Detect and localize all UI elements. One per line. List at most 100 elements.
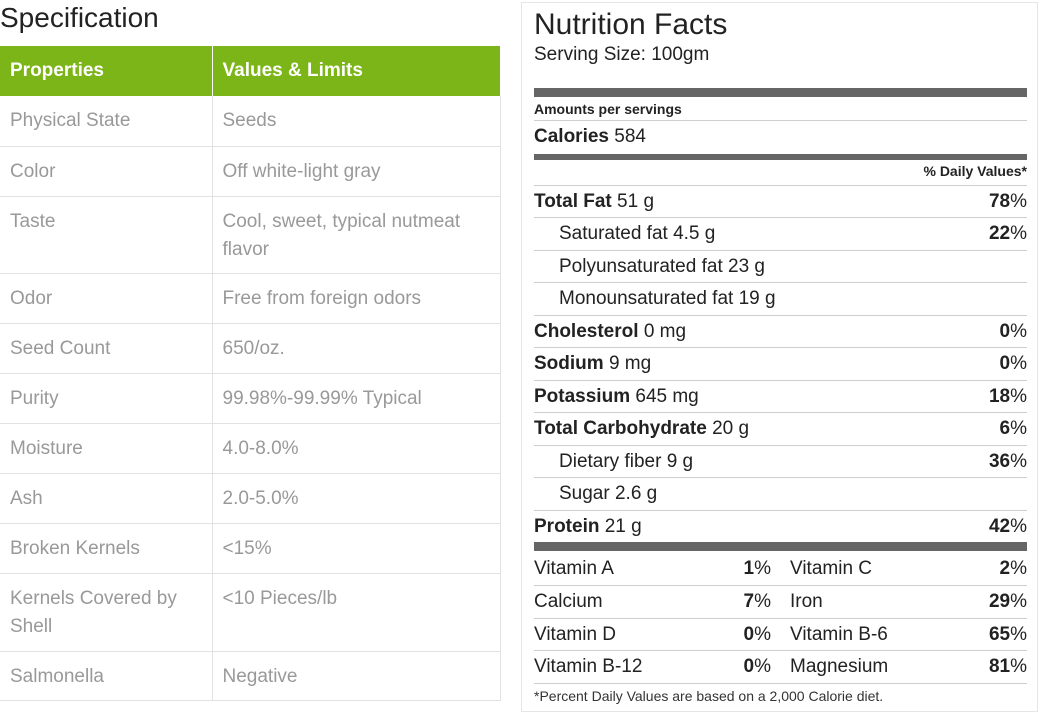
nutrient-row-monounsaturated-fat: Monounsaturated fat 19 g — [534, 282, 1027, 314]
serving-size: Serving Size: 100gm — [534, 44, 710, 65]
nutrient-percent: 36 — [988, 451, 1011, 472]
nutrient-row-polyunsaturated-fat: Polyunsaturated fat 23 g — [534, 250, 1027, 282]
nutrient-percent: 22 — [988, 223, 1011, 244]
nutrient-name: Total Fat — [534, 191, 612, 212]
nutrient-row-total-fat: Total Fat 51 g 78% — [534, 185, 1027, 217]
nutrient-row-sodium: Sodium 9 mg 0% — [534, 347, 1027, 379]
table-row: Taste Cool, sweet, typical nutmeat flavo… — [0, 196, 501, 274]
table-row: Physical State Seeds — [0, 96, 501, 147]
nutrient-name: Sugar — [559, 483, 610, 504]
nutrient-percent: 18 — [988, 386, 1011, 407]
nutrient-row-protein: Protein 21 g 42% — [534, 510, 1027, 542]
nutrient-name: Saturated fat — [559, 223, 668, 244]
nutrient-amount: 4.5 g — [673, 223, 716, 244]
vitamin-percent: 65 — [988, 624, 1011, 645]
vitamin-name: Vitamin A — [534, 558, 614, 579]
footnote: *Percent Daily Values are based on a 2,0… — [534, 683, 1027, 704]
value-cell: 4.0-8.0% — [212, 423, 501, 474]
property-cell: Broken Kernels — [0, 523, 213, 574]
nutrient-name: Potassium — [534, 386, 631, 407]
property-cell: Odor — [0, 273, 213, 324]
nutrient-name: Sodium — [534, 353, 604, 374]
table-row: Moisture 4.0-8.0% — [0, 423, 501, 474]
thick-divider — [534, 542, 1027, 551]
nutrient-amount: 21 g — [604, 516, 642, 537]
vitamin-name: Calcium — [534, 591, 603, 612]
table-row: Odor Free from foreign odors — [0, 273, 501, 324]
calories-row: Calories 584 — [534, 120, 1027, 152]
nutrition-facts-panel: Nutrition Facts Serving Size: 100gm Amou… — [521, 2, 1038, 712]
amounts-per-servings-label: Amounts per servings — [534, 101, 682, 117]
vitamin-percent: 81 — [988, 656, 1011, 677]
nutrient-amount: 9 mg — [608, 353, 652, 374]
nutrient-row-cholesterol: Cholesterol 0 mg 0% — [534, 315, 1027, 347]
property-cell: Color — [0, 146, 213, 197]
value-cell: <10 Pieces/lb — [212, 573, 501, 652]
header-values-limits: Values & Limits — [212, 46, 500, 96]
vitamin-row: Vitamin D 0% Vitamin B-6 65% — [534, 618, 1027, 650]
nutrient-name: Dietary fiber — [559, 451, 662, 472]
nutrient-amount: 9 g — [666, 451, 694, 472]
nutrient-name: Cholesterol — [534, 321, 639, 342]
property-cell: Moisture — [0, 423, 213, 474]
medium-divider — [534, 154, 1027, 160]
value-cell: <15% — [212, 523, 501, 574]
value-cell: Negative — [212, 651, 501, 701]
nutrient-row-dietary-fiber: Dietary fiber 9 g 36% — [534, 445, 1027, 477]
nutrient-amount: 20 g — [712, 418, 750, 439]
nutrient-percent: 0 — [999, 353, 1011, 374]
specification-title: Specification — [0, 2, 159, 33]
property-cell: Taste — [0, 196, 213, 274]
table-row: Salmonella Negative — [0, 651, 501, 701]
vitamin-percent: 7 — [743, 591, 755, 612]
daily-values-header: % Daily Values* — [923, 163, 1027, 179]
vitamin-percent: 0 — [743, 624, 755, 645]
vitamin-row: Vitamin A 1% Vitamin C 2% — [534, 553, 1027, 585]
nutrient-percent: 42 — [988, 516, 1011, 537]
header-properties: Properties — [0, 46, 213, 96]
nutrient-amount: 51 g — [617, 191, 655, 212]
nutrient-row-sugar: Sugar 2.6 g — [534, 477, 1027, 509]
vitamin-name: Vitamin B-6 — [790, 624, 888, 645]
property-cell: Ash — [0, 473, 213, 524]
property-cell: Seed Count — [0, 323, 213, 374]
value-cell: Free from foreign odors — [212, 273, 501, 324]
vitamin-name: Iron — [790, 591, 823, 612]
nutrient-amount: 645 mg — [635, 386, 699, 407]
table-row: Seed Count 650/oz. — [0, 323, 501, 374]
calories-label: Calories — [534, 126, 609, 147]
value-cell: Off white-light gray — [212, 146, 501, 197]
value-cell: Cool, sweet, typical nutmeat flavor — [212, 196, 501, 274]
table-row: Kernels Covered by Shell <10 Pieces/lb — [0, 573, 501, 652]
value-cell: 2.0-5.0% — [212, 473, 501, 524]
vitamin-row: Vitamin B-12 0% Magnesium 81% — [534, 650, 1027, 682]
property-cell: Purity — [0, 373, 213, 424]
nutrition-facts-title: Nutrition Facts — [534, 8, 728, 41]
nutrient-amount: 19 g — [738, 288, 776, 309]
nutrient-amount: 2.6 g — [614, 483, 658, 504]
vitamin-name: Vitamin C — [790, 558, 873, 579]
table-row: Ash 2.0-5.0% — [0, 473, 501, 524]
nutrient-amount: 23 g — [728, 256, 765, 277]
nutrient-row-potassium: Potassium 645 mg 18% — [534, 380, 1027, 412]
thick-divider — [534, 88, 1027, 97]
table-row: Purity 99.98%-99.99% Typical — [0, 373, 501, 424]
vitamin-name: Vitamin B-12 — [534, 656, 643, 677]
nutrient-row-saturated-fat: Saturated fat 4.5 g 22% — [534, 217, 1027, 249]
property-cell: Physical State — [0, 96, 213, 147]
nutrient-percent: 78 — [988, 191, 1011, 212]
vitamin-row: Calcium 7% Iron 29% — [534, 585, 1027, 617]
value-cell: 99.98%-99.99% Typical — [212, 373, 501, 424]
nutrient-name: Protein — [534, 516, 600, 537]
calories-value: 584 — [614, 126, 646, 147]
nutrient-percent: 0 — [999, 321, 1011, 342]
vitamin-percent: 0 — [743, 656, 755, 677]
table-row: Broken Kernels <15% — [0, 523, 501, 574]
vitamin-percent: 1 — [743, 558, 755, 579]
vitamin-percent: 29 — [988, 591, 1011, 612]
nutrient-name: Total Carbohydrate — [534, 418, 707, 439]
vitamin-name: Vitamin D — [534, 624, 617, 645]
nutrient-amount: 0 mg — [643, 321, 687, 342]
nutrient-name: Polyunsaturated fat — [559, 256, 723, 277]
vitamin-percent: 2 — [999, 558, 1011, 579]
